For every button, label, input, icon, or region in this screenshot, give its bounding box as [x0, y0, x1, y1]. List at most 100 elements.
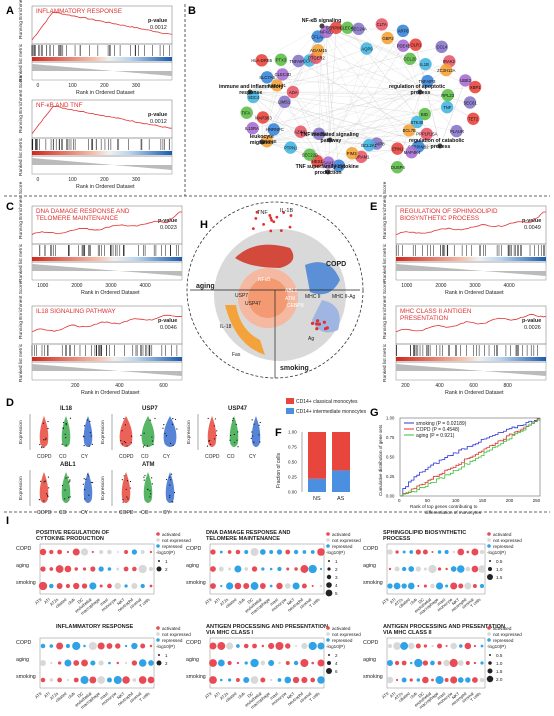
size-legend-dot	[326, 574, 332, 580]
dot	[308, 641, 317, 651]
dot	[234, 565, 242, 573]
legend-head: activated	[162, 532, 181, 537]
violin-point	[142, 446, 145, 448]
violin-point	[64, 433, 66, 435]
legend-head: repressed	[162, 638, 183, 643]
violin-point	[68, 481, 70, 483]
x-tick: 2000	[435, 283, 446, 289]
size-legend-label: 2	[165, 661, 168, 666]
gene-label: PLAUR	[450, 129, 464, 134]
dotplot-cell-label: T cells	[308, 691, 320, 703]
violin-point	[172, 444, 174, 446]
violin-point	[149, 419, 151, 421]
dotplot-row-label: COPD	[186, 640, 201, 646]
antigen-dot	[317, 322, 322, 326]
gene-label: ADAM15	[310, 48, 327, 53]
dot	[277, 566, 282, 572]
gene-label: CCL4	[436, 45, 447, 50]
dot	[107, 583, 112, 589]
dot	[132, 566, 137, 572]
size-legend-dot	[327, 567, 331, 571]
violin-point	[149, 490, 151, 492]
dot	[80, 675, 89, 685]
dot	[437, 550, 442, 554]
dotplot-title: DNA DAMAGE RESPONSE AND	[206, 530, 290, 536]
dot	[228, 567, 232, 571]
gene-node	[260, 135, 274, 148]
violin-point	[151, 483, 153, 485]
dot	[456, 565, 465, 573]
violin-point	[43, 500, 45, 502]
network-edge	[261, 80, 428, 143]
dot	[408, 566, 415, 572]
gene-node	[320, 25, 333, 39]
size-legend-label: 5	[335, 591, 338, 596]
size-legend-label: 2	[335, 653, 338, 658]
dot	[415, 643, 421, 649]
y-label-top: Running Enrichment Score	[18, 75, 24, 133]
dotplot-cell-label: AT2s	[219, 691, 229, 701]
cytokine-dot	[255, 210, 259, 214]
diagram-label: Ag	[308, 336, 314, 342]
dot	[480, 644, 484, 648]
dot	[479, 583, 485, 589]
size-legend-dot	[327, 661, 331, 665]
dot	[401, 660, 407, 666]
dot	[300, 565, 309, 573]
bar-chart-F: CD14+ classical monocytes CD14+ intermedi…	[276, 398, 367, 502]
gene-node	[355, 150, 368, 163]
gene-label: HES1	[312, 159, 324, 164]
x-tick: 0	[37, 83, 40, 89]
dot	[471, 565, 479, 573]
dotplot-row-label: COPD	[363, 546, 378, 552]
violin-group: COPD	[119, 454, 134, 460]
dotplot-row-label: COPD	[363, 640, 378, 646]
gene-node	[381, 31, 394, 45]
dot	[72, 548, 80, 556]
dot	[210, 566, 216, 572]
network-edge	[326, 31, 331, 141]
gene-label: SERPINE1	[326, 26, 347, 31]
violin-point	[121, 479, 123, 481]
cytokine-dot	[270, 218, 273, 222]
legend-dot	[326, 632, 330, 636]
dot	[293, 660, 299, 666]
gsea-il18: IL18 SIGNALING PATHWAY Running Enrichment…	[18, 281, 183, 396]
size-legend-label: 1.5	[496, 575, 503, 580]
gene-label: CHMP4B	[259, 139, 277, 144]
gene-node	[405, 145, 418, 159]
violin-point	[130, 442, 132, 444]
violin-point	[39, 480, 42, 482]
dot	[472, 677, 478, 683]
violin-point	[235, 423, 237, 426]
y-label-top: Running Enrichment Score	[18, 0, 24, 39]
violin-point	[82, 483, 84, 485]
dot	[395, 678, 399, 682]
dot	[250, 582, 259, 590]
violin-point	[213, 438, 216, 440]
violin-group: CY	[81, 510, 89, 516]
gene-label: SAV1	[323, 160, 334, 165]
violin-point	[176, 428, 178, 430]
gsea-panels: INFLAMMATORY RESPONSE Running Enrichment …	[18, 0, 547, 396]
diagram-label: IL-18	[220, 324, 232, 330]
dot	[89, 582, 97, 590]
size-legend-dot	[489, 654, 491, 656]
dot	[220, 678, 223, 682]
dot	[292, 582, 300, 590]
diagram-label: CEBPB	[287, 303, 305, 309]
violin-point	[170, 479, 172, 481]
dot	[409, 678, 413, 682]
hub-node	[325, 169, 331, 175]
x-tick: 2000	[71, 283, 82, 289]
violin-point	[65, 424, 67, 426]
violin-point	[91, 481, 94, 484]
network-edge	[261, 25, 323, 61]
hub-node	[417, 89, 423, 95]
size-legend-label: 2.0	[496, 677, 503, 682]
g-ylabel: Cumulative distribution of gene sets	[378, 424, 383, 496]
violin-point	[164, 432, 166, 434]
dot	[90, 660, 96, 666]
dotplot-cell-label: club	[67, 597, 77, 606]
violin-point	[259, 441, 261, 443]
